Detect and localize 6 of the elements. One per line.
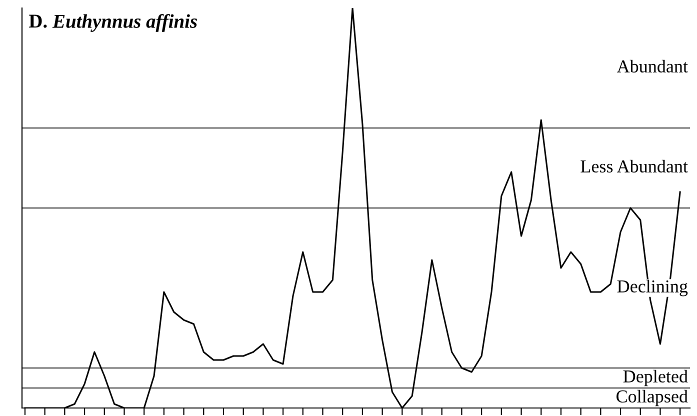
chart-title: D. Euthynnus affinis bbox=[29, 14, 197, 32]
annotation: Abundant bbox=[616, 60, 688, 73]
annotation: Less Abundant bbox=[580, 160, 688, 173]
annotation: Declining bbox=[617, 280, 688, 296]
annotation: Collapsed bbox=[616, 390, 688, 406]
annotation: Depleted bbox=[623, 370, 688, 386]
